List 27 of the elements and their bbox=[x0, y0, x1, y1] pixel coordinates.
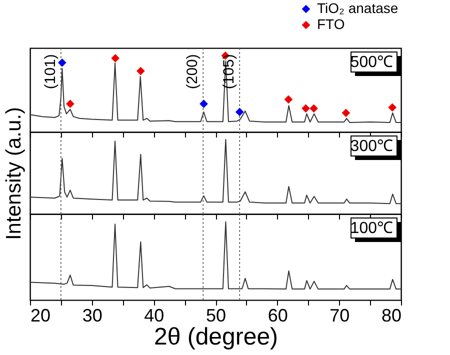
x-tick-label: 50 bbox=[206, 306, 226, 326]
x-tick-label: 60 bbox=[268, 306, 288, 326]
y-axis-title: Intensity (a.u.) bbox=[2, 106, 26, 240]
point bbox=[200, 100, 208, 108]
point bbox=[66, 100, 74, 108]
annotation: 300℃ bbox=[350, 138, 393, 155]
x-tick-label: 70 bbox=[330, 306, 350, 326]
point bbox=[235, 108, 244, 116]
point bbox=[111, 54, 120, 62]
x-tick-label: 40 bbox=[144, 306, 164, 326]
x-tick-label: 30 bbox=[82, 306, 102, 326]
point bbox=[342, 108, 350, 118]
point bbox=[310, 104, 318, 113]
x-tick-label: 80 bbox=[381, 306, 402, 326]
annotation: (105) bbox=[220, 54, 238, 90]
annotation: (101) bbox=[42, 54, 59, 90]
x-axis-title: 2θ (degree) bbox=[154, 324, 278, 350]
annotation: (200) bbox=[184, 54, 202, 90]
x-tick-label: 20 bbox=[30, 306, 51, 326]
legend-label: FTO bbox=[317, 16, 345, 32]
legend-label: TiO₂ anatase bbox=[317, 0, 398, 16]
annotation: 500℃ bbox=[350, 54, 393, 71]
point bbox=[136, 66, 145, 76]
point bbox=[388, 103, 397, 112]
point bbox=[302, 104, 310, 113]
point bbox=[284, 95, 293, 104]
annotation: 100℃ bbox=[350, 220, 393, 237]
